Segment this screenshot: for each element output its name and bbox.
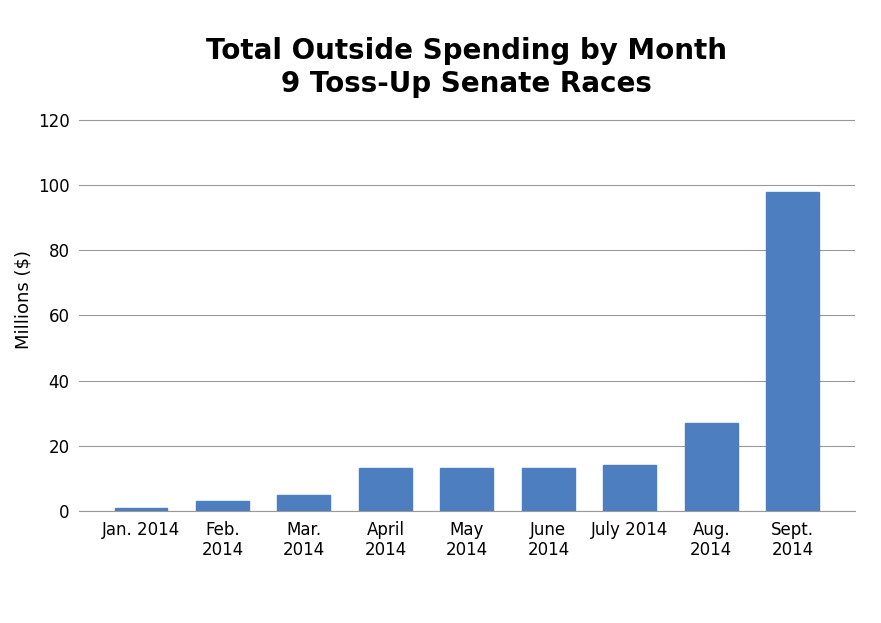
Bar: [196, 501, 249, 511]
Bar: [440, 468, 493, 511]
Bar: [685, 423, 738, 511]
Bar: [278, 495, 330, 511]
Bar: [522, 468, 575, 511]
Bar: [766, 191, 819, 511]
Bar: [359, 468, 412, 511]
Bar: [603, 465, 656, 511]
Text: Total Outside Spending by Month
9 Toss-Up Senate Races: Total Outside Spending by Month 9 Toss-U…: [206, 37, 728, 98]
Y-axis label: Millions ($): Millions ($): [14, 250, 33, 348]
Bar: [115, 508, 167, 511]
